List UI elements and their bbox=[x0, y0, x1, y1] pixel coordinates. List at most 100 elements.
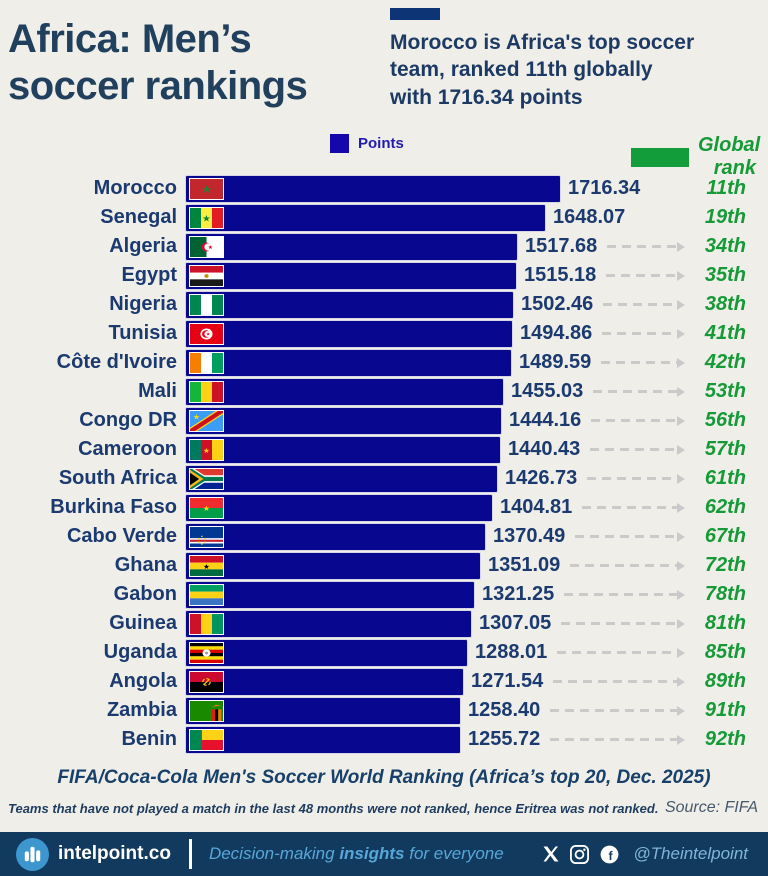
rank-arrow bbox=[582, 502, 685, 513]
rank-value: 92th bbox=[704, 728, 746, 750]
rank-value: 62th bbox=[704, 496, 746, 518]
legend-item-global-rank: Global rank bbox=[631, 134, 760, 180]
rank-value: 19th bbox=[704, 206, 746, 228]
chart-row: Gabon 1321.25 78th bbox=[0, 580, 768, 609]
rank-arrow bbox=[550, 705, 685, 716]
chart-row: South Africa 1426.73 61th bbox=[0, 464, 768, 493]
points-bar bbox=[186, 697, 460, 724]
dash-line-icon bbox=[606, 274, 677, 277]
dash-line-icon bbox=[561, 622, 677, 625]
rank-arrow bbox=[553, 676, 685, 687]
source-label: Source: FIFA bbox=[664, 799, 758, 816]
rank-arrow bbox=[607, 241, 685, 252]
chart-caption: FIFA/Coca-Cola Men's Soccer World Rankin… bbox=[57, 767, 711, 788]
points-bar bbox=[186, 262, 516, 289]
country-flag-icon bbox=[189, 380, 224, 403]
country-label: Angola bbox=[109, 670, 177, 692]
country-label: Tunisia bbox=[108, 322, 177, 344]
points-bar: ★ bbox=[186, 552, 480, 579]
facebook-icon[interactable]: f bbox=[599, 844, 620, 865]
country-flag-icon bbox=[189, 264, 224, 287]
svg-text:★: ★ bbox=[193, 412, 200, 421]
bar-wrap: 1321.25 78th bbox=[186, 581, 746, 608]
points-bar bbox=[186, 726, 460, 753]
country-flag-icon: ★ bbox=[189, 438, 224, 461]
points-value: 1351.09 bbox=[488, 554, 561, 576]
rank-value: 67th bbox=[704, 525, 746, 547]
country-label: Zambia bbox=[106, 699, 177, 721]
arrow-head-icon bbox=[677, 647, 685, 658]
rank-arrow bbox=[601, 357, 685, 368]
arrow-head-icon bbox=[677, 676, 685, 687]
country-label: Guinea bbox=[109, 612, 177, 634]
arrow-head-icon bbox=[677, 531, 685, 542]
rank-value: 57th bbox=[704, 438, 746, 460]
chart-row: Cameroon ★ 1440.43 57th bbox=[0, 435, 768, 464]
chart-row: Guinea 1307.05 81th bbox=[0, 609, 768, 638]
arrow-head-icon bbox=[677, 415, 685, 426]
svg-text:★: ★ bbox=[206, 331, 211, 337]
social-handle[interactable]: @Theintelpoint bbox=[633, 844, 748, 863]
arrow-head-icon bbox=[677, 299, 685, 310]
bar-wrap: 1426.73 61th bbox=[186, 465, 746, 492]
dash-line-icon bbox=[601, 361, 677, 364]
rank-arrow bbox=[590, 444, 685, 455]
points-value: 1255.72 bbox=[468, 728, 541, 750]
rank-value: 81th bbox=[704, 612, 746, 634]
bar-wrap: 1515.18 35th bbox=[186, 262, 746, 289]
subtitle-block: Morocco is Africa's top soccer team, ran… bbox=[390, 8, 762, 111]
note-row: Teams that have not played a match in th… bbox=[0, 799, 768, 817]
points-value: 1440.43 bbox=[508, 438, 581, 460]
points-value: 1370.49 bbox=[493, 525, 566, 547]
rank-arrow bbox=[564, 589, 685, 600]
country-label: Gabon bbox=[113, 583, 177, 605]
tagline-post: for everyone bbox=[404, 844, 504, 863]
points-value: 1321.25 bbox=[482, 583, 555, 605]
country-flag-icon bbox=[189, 351, 224, 374]
global-rank-swatch-icon bbox=[631, 147, 689, 167]
global-rank-legend-label: Global rank bbox=[698, 134, 761, 179]
bar-wrap: 1370.49 67th bbox=[186, 523, 746, 550]
svg-text:★: ★ bbox=[203, 562, 210, 571]
chart-row: Tunisia ★ 1494.86 41th bbox=[0, 319, 768, 348]
country-label: Burkina Faso bbox=[50, 496, 177, 518]
subtitle-line-1: Morocco is Africa's top soccer bbox=[390, 31, 695, 54]
country-label: Côte d'Ivoire bbox=[56, 351, 177, 373]
dash-line-icon bbox=[550, 738, 677, 741]
arrow-head-icon bbox=[677, 734, 685, 745]
points-value: 1288.01 bbox=[475, 641, 548, 663]
bar-wrap: ★ 1648.07 19th bbox=[186, 204, 746, 231]
instagram-icon[interactable] bbox=[569, 844, 590, 865]
svg-text:★: ★ bbox=[203, 446, 210, 455]
rank-arrow bbox=[561, 618, 685, 629]
chart-row: Zambia 1258.40 91th bbox=[0, 696, 768, 725]
points-value: 1426.73 bbox=[505, 467, 578, 489]
chart-row: Côte d'Ivoire 1489.59 42th bbox=[0, 348, 768, 377]
dash-line-icon bbox=[587, 477, 677, 480]
chart-row: Senegal ★ 1648.07 19th bbox=[0, 203, 768, 232]
country-label: Mali bbox=[138, 380, 177, 402]
chart-row: Ghana ★ 1351.09 72th bbox=[0, 551, 768, 580]
x-twitter-icon[interactable] bbox=[542, 845, 560, 863]
rank-value: 35th bbox=[704, 264, 746, 286]
chart-row: Angola 1271.54 89th bbox=[0, 667, 768, 696]
bar-wrap: ★ 1440.43 57th bbox=[186, 436, 746, 463]
arrow-head-icon bbox=[677, 444, 685, 455]
chart-row: Nigeria 1502.46 38th bbox=[0, 290, 768, 319]
bar-wrap: ★ 1494.86 41th bbox=[186, 320, 746, 347]
points-bar bbox=[186, 523, 485, 550]
points-bar: ★ bbox=[186, 204, 545, 231]
rank-value: 53th bbox=[704, 380, 746, 402]
country-flag-icon bbox=[189, 670, 224, 693]
chart-row: Congo DR ★ 1444.16 56th bbox=[0, 406, 768, 435]
points-bar bbox=[186, 378, 503, 405]
country-flag-icon bbox=[189, 612, 224, 635]
country-flag-icon: ★ bbox=[189, 554, 224, 577]
footnote: Teams that have not played a match in th… bbox=[8, 800, 659, 816]
arrow-head-icon bbox=[677, 618, 685, 629]
rank-arrow bbox=[550, 734, 685, 745]
country-label: Uganda bbox=[103, 641, 177, 663]
country-flag-icon bbox=[189, 467, 224, 490]
rank-arrow bbox=[570, 560, 685, 571]
